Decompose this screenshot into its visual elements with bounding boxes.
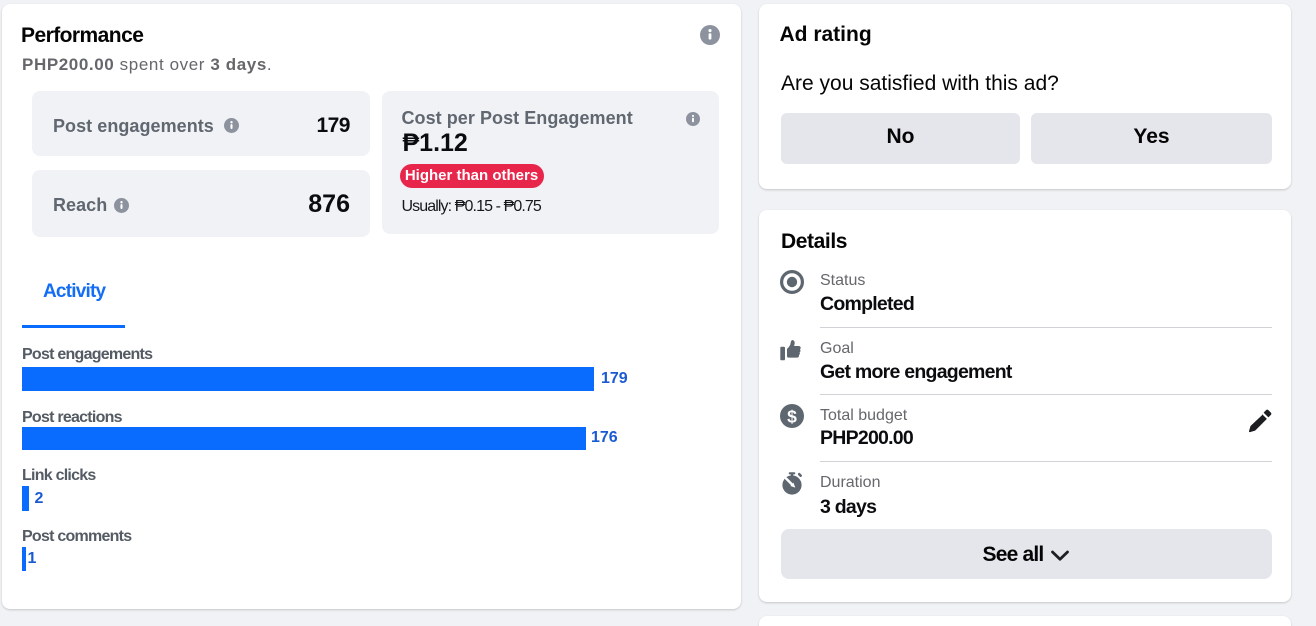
svg-text:$: $ [787,406,797,426]
